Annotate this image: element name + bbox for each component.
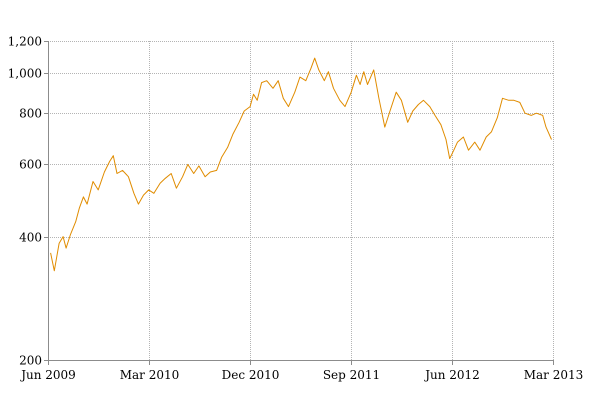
- y-tick-label: 400: [19, 231, 42, 245]
- y-tick-label: 1,200: [8, 35, 42, 49]
- grid-layer: [48, 41, 554, 360]
- x-tick-label: Jun 2009: [19, 368, 76, 382]
- x-tick-label: Dec 2010: [222, 368, 280, 382]
- axis-layer: [44, 41, 554, 365]
- y-tick-label: 200: [19, 354, 42, 368]
- y-tick-label: 1,000: [8, 67, 42, 81]
- x-tick-label: Mar 2013: [524, 368, 584, 382]
- label-layer: 200 400 600 800 1,000 1,200 Jun 2009 Mar 2010 De…: [8, 35, 584, 383]
- price-series-line: [50, 57, 552, 272]
- x-tick-label: Sep 2011: [323, 368, 380, 382]
- x-tick-label: Jun 2012: [423, 368, 480, 382]
- x-tick-label: Mar 2010: [120, 368, 180, 382]
- y-tick-label: 600: [19, 158, 42, 172]
- series-layer: [50, 57, 552, 272]
- y-tick-label: 800: [19, 107, 42, 121]
